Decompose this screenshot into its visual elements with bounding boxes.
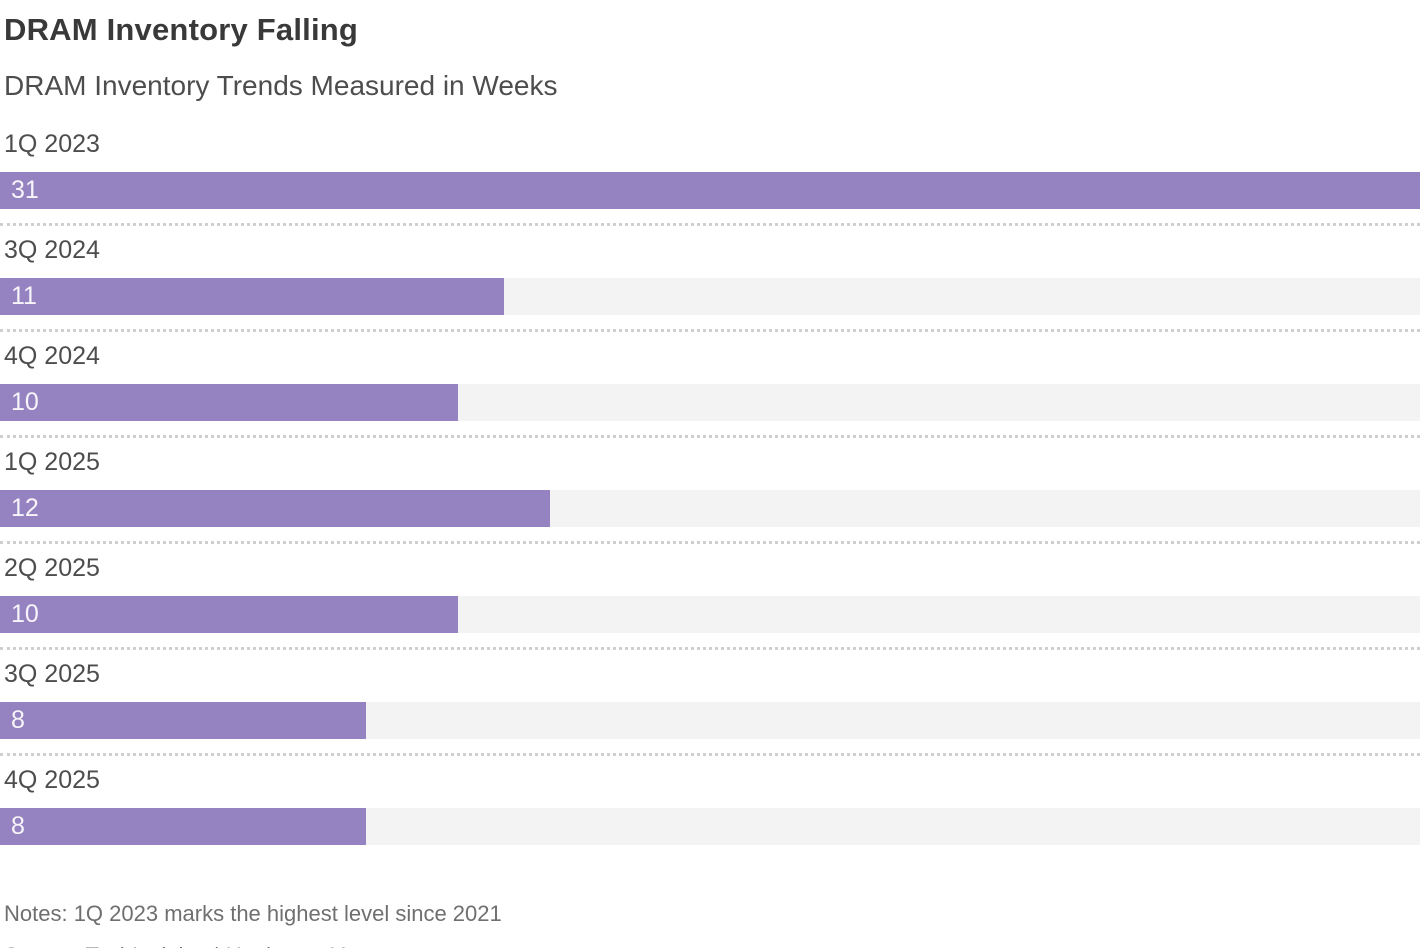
bar-row: 4Q 2024 10 (0, 332, 1420, 438)
category-label: 3Q 2025 (4, 660, 100, 688)
bar: 8 (0, 808, 367, 845)
bar-track: 11 (0, 278, 1420, 315)
category-label: 2Q 2025 (4, 554, 100, 582)
bar-row: 3Q 2025 8 (0, 650, 1420, 756)
bar-track: 10 (0, 384, 1420, 421)
category-label: 4Q 2025 (4, 766, 100, 794)
bar-value-label: 8 (11, 812, 25, 840)
bar-row: 3Q 2024 11 (0, 226, 1420, 332)
bar-value-label: 31 (11, 176, 39, 204)
bar-row: 4Q 2025 8 (0, 756, 1420, 859)
bar-value-label: 12 (11, 494, 39, 522)
bar-row: 1Q 2023 31 (0, 130, 1420, 226)
category-label: 3Q 2024 (4, 236, 100, 264)
chart-header: DRAM Inventory Falling DRAM Inventory Tr… (0, 0, 1420, 102)
bar: 10 (0, 596, 459, 633)
bar-chart: 1Q 2023 31 3Q 2024 11 4Q 2024 10 1Q 2025… (0, 130, 1420, 859)
bar-value-label: 10 (11, 388, 39, 416)
bar-value-label: 8 (11, 706, 25, 734)
bar-row: 2Q 2025 10 (0, 544, 1420, 650)
category-label: 4Q 2024 (4, 342, 100, 370)
bar-track: 10 (0, 596, 1420, 633)
category-label: 1Q 2025 (4, 448, 100, 476)
bar: 11 (0, 278, 504, 315)
chart-notes: Notes: 1Q 2023 marks the highest level s… (4, 901, 502, 926)
chart-footer: Notes: 1Q 2023 marks the highest level s… (0, 901, 1420, 948)
chart-source: Source: TechInsights | Heekyong Yang (4, 943, 1416, 948)
bar-track: 8 (0, 702, 1420, 739)
bar-track: 31 (0, 172, 1420, 209)
bar-track: 8 (0, 808, 1420, 845)
bar-row: 1Q 2025 12 (0, 438, 1420, 544)
bar-track: 12 (0, 490, 1420, 527)
bar: 12 (0, 490, 550, 527)
bar: 10 (0, 384, 459, 421)
category-label: 1Q 2023 (4, 130, 100, 158)
bar-value-label: 10 (11, 600, 39, 628)
bar: 31 (0, 172, 1420, 209)
bar: 8 (0, 702, 367, 739)
chart-subtitle: DRAM Inventory Trends Measured in Weeks (4, 70, 558, 101)
bar-value-label: 11 (11, 282, 37, 310)
chart-title: DRAM Inventory Falling (4, 12, 359, 47)
